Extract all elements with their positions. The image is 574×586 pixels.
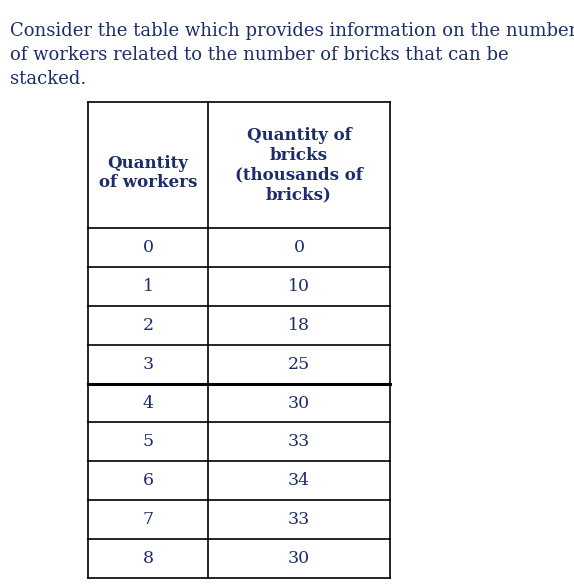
Text: 1: 1 [142, 278, 153, 295]
Text: 2: 2 [142, 316, 154, 333]
Text: 3: 3 [142, 356, 154, 373]
Text: stacked.: stacked. [10, 70, 86, 88]
Text: 7: 7 [142, 511, 154, 528]
Text: Consider the table which provides information on the number: Consider the table which provides inform… [10, 22, 574, 40]
Text: 10: 10 [288, 278, 310, 295]
Text: Quantity
of workers: Quantity of workers [99, 155, 197, 191]
Text: 33: 33 [288, 511, 310, 528]
Text: 33: 33 [288, 434, 310, 451]
Text: 6: 6 [142, 472, 153, 489]
Text: 5: 5 [142, 434, 154, 451]
Text: 8: 8 [142, 550, 153, 567]
Text: 0: 0 [293, 239, 304, 256]
Text: 25: 25 [288, 356, 310, 373]
Text: of workers related to the number of bricks that can be: of workers related to the number of bric… [10, 46, 509, 64]
Text: 30: 30 [288, 394, 310, 411]
Text: 18: 18 [288, 316, 310, 333]
Text: 34: 34 [288, 472, 310, 489]
Text: 4: 4 [142, 394, 153, 411]
Text: 30: 30 [288, 550, 310, 567]
Text: Quantity of
bricks
(thousands of
bricks): Quantity of bricks (thousands of bricks) [235, 127, 363, 203]
Text: 0: 0 [142, 239, 153, 256]
